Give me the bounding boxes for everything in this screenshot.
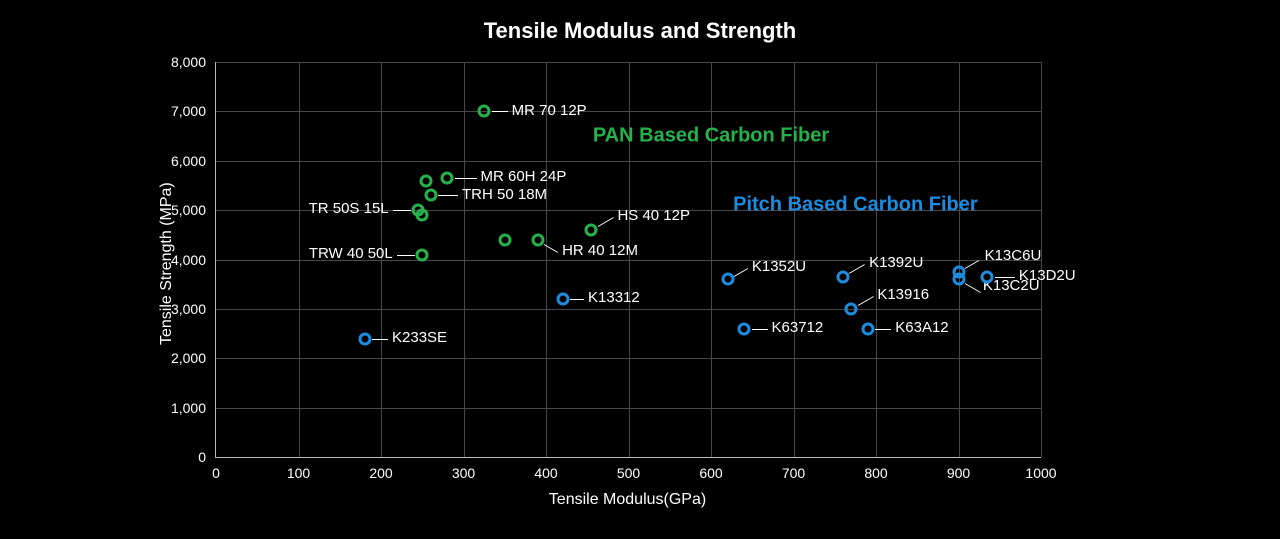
x-tick-label: 800: [864, 465, 887, 481]
data-point-label: K233SE: [392, 329, 447, 346]
x-tick-label: 600: [699, 465, 722, 481]
leader-line: [849, 264, 865, 274]
data-point: [358, 332, 371, 345]
leader-line: [438, 195, 458, 196]
y-tick-label: 3,000: [171, 301, 206, 317]
data-point-label: K1392U: [869, 254, 923, 271]
data-point-label: MR 60H 24P: [481, 168, 567, 185]
leader-line: [965, 260, 979, 269]
x-tick-label: 900: [947, 465, 970, 481]
gridline-horizontal: [216, 161, 1041, 162]
data-point: [531, 233, 544, 246]
gridline-vertical: [1041, 62, 1042, 457]
y-tick-label: 8,000: [171, 54, 206, 70]
data-point-label: K63712: [772, 319, 824, 336]
gridline-horizontal: [216, 111, 1041, 112]
data-point: [478, 105, 491, 118]
data-point-label: TRH 50 18M: [462, 186, 547, 203]
data-point-label: MR 70 12P: [512, 102, 587, 119]
data-point: [721, 273, 734, 286]
x-tick-label: 300: [452, 465, 475, 481]
leader-line: [372, 339, 388, 340]
x-tick-label: 1000: [1025, 465, 1056, 481]
data-point-label: K13312: [588, 289, 640, 306]
data-point: [981, 270, 994, 283]
y-axis-label: Tensile Strength (MPa): [158, 182, 176, 345]
x-tick-label: 500: [617, 465, 640, 481]
chart-title: Tensile Modulus and Strength: [0, 18, 1280, 44]
data-point: [498, 233, 511, 246]
leader-line: [752, 329, 768, 330]
x-tick-label: 200: [369, 465, 392, 481]
y-tick-label: 4,000: [171, 252, 206, 268]
y-tick-label: 7,000: [171, 103, 206, 119]
leader-line: [455, 178, 477, 179]
x-tick-label: 100: [287, 465, 310, 481]
data-point: [738, 322, 751, 335]
gridline-horizontal: [216, 309, 1041, 310]
data-point-label: K63A12: [895, 319, 948, 336]
gridline-horizontal: [216, 408, 1041, 409]
series-group-label: Pitch Based Carbon Fiber: [733, 194, 978, 217]
data-point: [585, 223, 598, 236]
leader-line: [965, 283, 981, 293]
leader-line: [397, 255, 415, 256]
data-point: [416, 248, 429, 261]
y-tick-label: 1,000: [171, 400, 206, 416]
series-group-label: PAN Based Carbon Fiber: [593, 125, 829, 148]
leader-line: [570, 299, 584, 300]
data-point: [420, 174, 433, 187]
leader-line: [995, 277, 1015, 278]
data-point-label: K13D2U: [1019, 267, 1076, 284]
gridline-horizontal: [216, 260, 1041, 261]
gridline-horizontal: [216, 62, 1041, 63]
plot-area: 0100200300400500600700800900100001,0002,…: [215, 62, 1041, 458]
leader-line: [734, 268, 748, 277]
x-axis-label: Tensile Modulus(GPa): [549, 491, 706, 509]
y-tick-label: 2,000: [171, 350, 206, 366]
data-point: [441, 172, 454, 185]
data-point: [845, 302, 858, 315]
x-tick-label: 0: [212, 465, 220, 481]
x-tick-label: 400: [534, 465, 557, 481]
y-tick-label: 0: [198, 449, 206, 465]
leader-line: [598, 217, 614, 227]
data-point: [952, 273, 965, 286]
leader-line: [857, 296, 873, 306]
y-tick-label: 6,000: [171, 153, 206, 169]
y-tick-label: 5,000: [171, 202, 206, 218]
data-point: [861, 322, 874, 335]
data-point-label: HR 40 12M: [562, 242, 638, 259]
data-point-label: TR 50S 15L: [309, 200, 389, 217]
gridline-horizontal: [216, 358, 1041, 359]
tensile-chart: Tensile Modulus and Strength 01002003004…: [0, 0, 1280, 539]
data-point-label: K13C6U: [985, 247, 1042, 264]
leader-line: [875, 329, 891, 330]
data-point: [416, 209, 429, 222]
data-point: [424, 189, 437, 202]
leader-line: [492, 111, 508, 112]
data-point: [556, 293, 569, 306]
leader-line: [393, 210, 411, 211]
x-tick-label: 700: [782, 465, 805, 481]
data-point-label: K13916: [877, 286, 929, 303]
